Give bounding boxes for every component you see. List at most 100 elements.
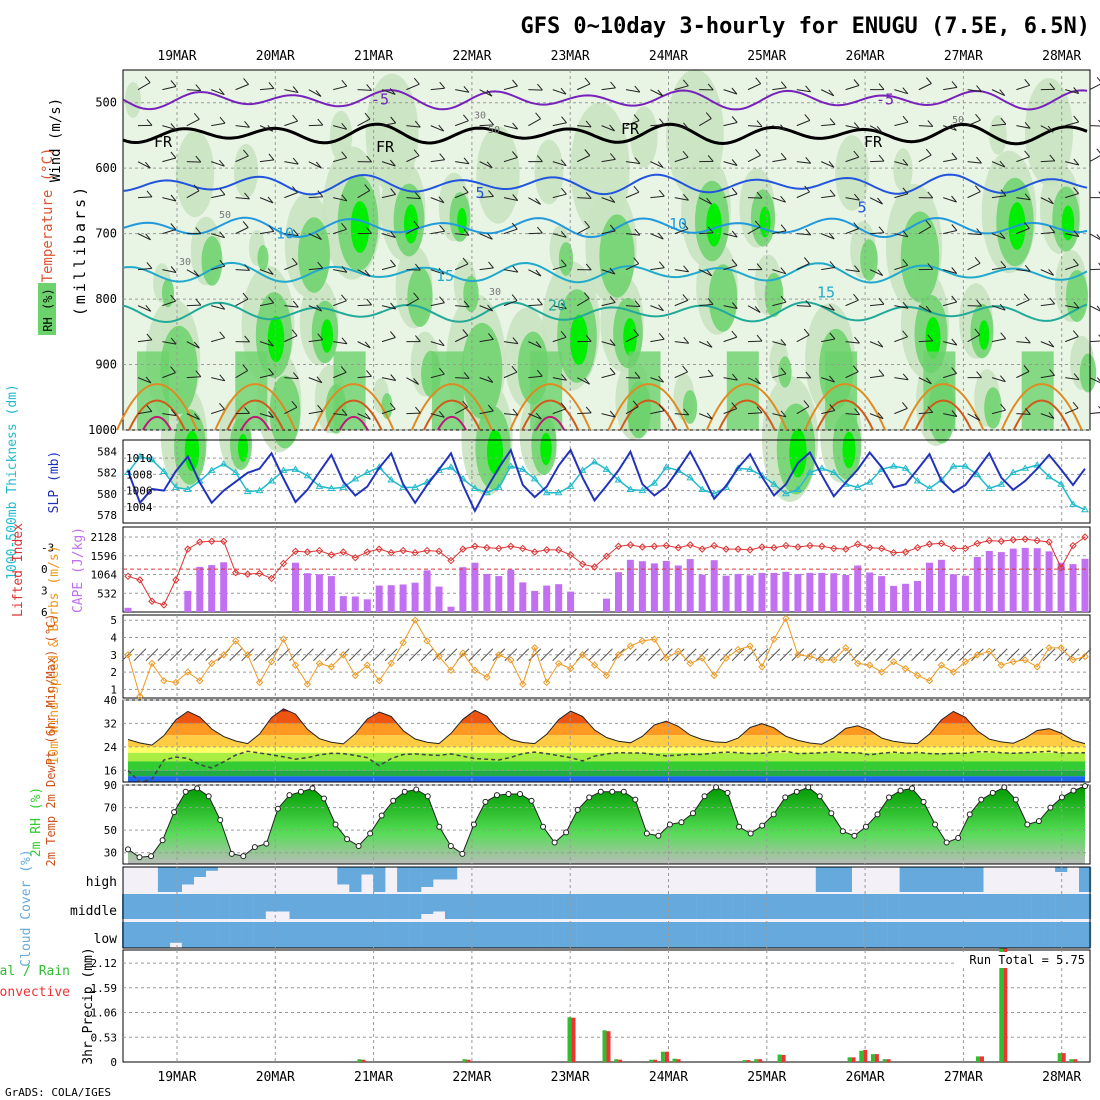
precip-ytick: 0	[110, 1056, 117, 1069]
precip-total-bar	[660, 1051, 665, 1062]
wind-speed-marker	[1021, 656, 1029, 664]
wind-barb	[406, 125, 421, 128]
wind-barb-10m	[947, 648, 960, 662]
wind-barb	[991, 161, 1006, 168]
wind-barb-10m	[348, 648, 362, 662]
wind-barb-flag	[170, 294, 176, 302]
lifted-index-marker	[698, 545, 706, 553]
cape-bar	[758, 572, 766, 612]
wind-barb-flag	[731, 187, 738, 195]
rh-marker	[713, 784, 720, 791]
cloud-high-bar	[181, 867, 194, 885]
cloud-middle-bar	[1007, 894, 1020, 919]
wind-barb-10m	[169, 648, 183, 662]
wind-barb-flag	[195, 155, 202, 163]
rh-marker	[240, 853, 247, 860]
wind-barb-flag	[829, 404, 836, 411]
rh-shade-bright	[321, 319, 333, 353]
cloud-middle-bar	[229, 894, 242, 919]
wind-speed-marker	[961, 657, 970, 666]
wind-barb-flag	[463, 300, 470, 308]
rh-marker	[401, 788, 408, 795]
wind-barb	[454, 263, 469, 271]
cape-bar	[662, 560, 670, 612]
rh-shade-bright	[238, 434, 248, 462]
date-label-top: 23MAR	[551, 49, 590, 64]
cloud-middle-bar	[935, 894, 948, 919]
date-label-top: 28MAR	[1042, 49, 1081, 64]
slp-ytick: 1010	[126, 452, 153, 465]
precip-convective-bar	[886, 1059, 891, 1062]
wind-barb	[503, 85, 518, 91]
wind-barb-flag	[244, 120, 250, 128]
wind-barb-flag	[219, 259, 226, 267]
wind-barb	[1089, 340, 1100, 343]
thickness-marker	[829, 468, 838, 476]
lifted-index-marker	[148, 597, 156, 605]
wind-barb-flag	[877, 340, 884, 348]
wind-barb-flag	[705, 112, 712, 119]
rh-marker	[955, 835, 962, 842]
wind-barb-flag	[341, 294, 347, 302]
wind-barb-flag	[413, 378, 419, 385]
wind-barb-flag	[364, 112, 371, 120]
thickness-marker	[710, 489, 719, 497]
ylabel-temp: 2m Temp 2m DewPt (6hr Min/Max) (°C)	[44, 614, 58, 867]
wind-barb-10m	[803, 648, 817, 662]
cloud-high-bar	[445, 867, 458, 880]
lifted-index-marker	[375, 545, 383, 553]
wind-barb	[430, 230, 445, 235]
rh-marker	[586, 794, 593, 801]
rh-legend-swatch	[38, 283, 56, 335]
rh-shade-mid	[125, 82, 141, 118]
wind-barb	[625, 120, 640, 127]
wind-barb-flag	[536, 369, 543, 377]
wind-barb-flag	[535, 341, 542, 348]
wind-barb-flag	[609, 224, 616, 232]
rh-shade-mid	[365, 73, 419, 193]
wind-barb	[943, 230, 957, 235]
cape-bar	[949, 574, 957, 612]
wind-barb-flag	[219, 231, 225, 239]
wind-barb	[796, 263, 810, 271]
wind-barb	[503, 300, 518, 307]
thickness-marker	[805, 468, 814, 476]
temp-band	[128, 770, 1085, 777]
cloud-high-bar	[373, 867, 386, 892]
cloud-low-bar	[744, 922, 757, 948]
rh-marker	[805, 784, 812, 791]
lifted-index-marker	[554, 546, 563, 554]
wind-barb-flag	[439, 224, 445, 232]
cloud-high-bar	[169, 867, 182, 892]
rh-marker	[424, 793, 431, 800]
wind-barb	[918, 83, 932, 91]
wind-barb-flag	[1048, 268, 1054, 276]
wind-speed-marker	[148, 659, 156, 668]
wind-barb-flag	[366, 155, 372, 163]
wind-barb-flag	[805, 156, 812, 164]
wind-barb-flag	[488, 333, 494, 340]
thickness-marker	[291, 465, 300, 472]
wind-barb-flag	[145, 304, 152, 312]
rh-shade-bright	[759, 206, 771, 238]
lifted-index-marker	[387, 549, 395, 557]
wind-barb	[869, 232, 885, 235]
cloud-high-bar	[839, 867, 852, 892]
wind-speed-marker	[686, 659, 694, 668]
wind-barb-flag	[902, 115, 909, 123]
cloud-low-bar	[540, 922, 553, 948]
lifted-index-marker	[686, 541, 694, 549]
wind-barb-flag	[389, 159, 396, 167]
thickness-line	[127, 455, 1086, 511]
wind-barb-10m	[384, 648, 398, 662]
wind-barb	[528, 413, 542, 420]
cloud-low-bar	[732, 922, 745, 948]
wind-barb	[308, 267, 323, 271]
wind-barb-flag	[780, 124, 786, 132]
isotherm-label: 10	[276, 225, 294, 243]
wind-barb	[137, 161, 151, 169]
cloud-middle-bar	[433, 894, 446, 912]
cloud-low-bar	[803, 922, 817, 948]
wind-barb-flag	[244, 335, 250, 343]
rh-marker	[1012, 796, 1019, 803]
